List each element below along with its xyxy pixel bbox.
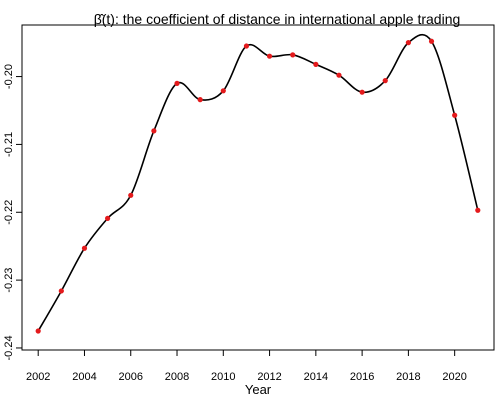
data-point (35, 328, 41, 334)
data-point (452, 112, 458, 118)
x-tick-label: 2020 (442, 371, 466, 383)
x-tick-label: 2018 (396, 371, 420, 383)
data-point (475, 207, 481, 213)
data-point (174, 80, 180, 86)
x-tick-label: 2010 (211, 371, 235, 383)
data-point (359, 89, 365, 95)
fitted-curve (37, 33, 479, 332)
data-point (313, 61, 319, 67)
y-tick-label: -0.21 (3, 132, 15, 157)
x-axis: 2002 2004 2006 2008 2010 2012 2014 2016 2018 2020 (26, 349, 467, 383)
x-tick-label: 2008 (165, 371, 189, 383)
plot-frame (21, 24, 495, 351)
data-point (243, 43, 250, 49)
data-point (81, 245, 88, 251)
x-tick-label: 2016 (350, 371, 374, 383)
data-point (405, 40, 411, 46)
data-point (382, 78, 388, 84)
data-points (35, 38, 481, 334)
y-axis: -0.24 -0.23 -0.22 -0.21 -0.20 (3, 64, 23, 361)
data-point (128, 192, 134, 198)
x-tick-label: 2014 (304, 371, 328, 383)
data-point (197, 97, 203, 103)
x-tick-label: 2002 (26, 371, 50, 383)
data-point (266, 53, 273, 59)
data-point (220, 88, 226, 94)
data-point (58, 288, 64, 294)
y-tick-label: -0.23 (3, 268, 15, 293)
y-tick-label: -0.22 (3, 200, 15, 225)
x-tick-label: 2012 (257, 371, 281, 383)
data-point (105, 215, 111, 221)
x-axis-title: Year (245, 382, 272, 397)
chart-title: β̂(t): the coefficient of distance in in… (94, 11, 461, 27)
data-point (151, 128, 157, 134)
x-tick-label: 2006 (119, 371, 143, 383)
data-point (428, 38, 435, 44)
y-tick-label: -0.24 (3, 335, 15, 360)
data-point (290, 52, 296, 58)
data-point (336, 72, 342, 78)
y-tick-label: -0.20 (3, 64, 15, 89)
x-tick-label: 2004 (72, 371, 96, 383)
